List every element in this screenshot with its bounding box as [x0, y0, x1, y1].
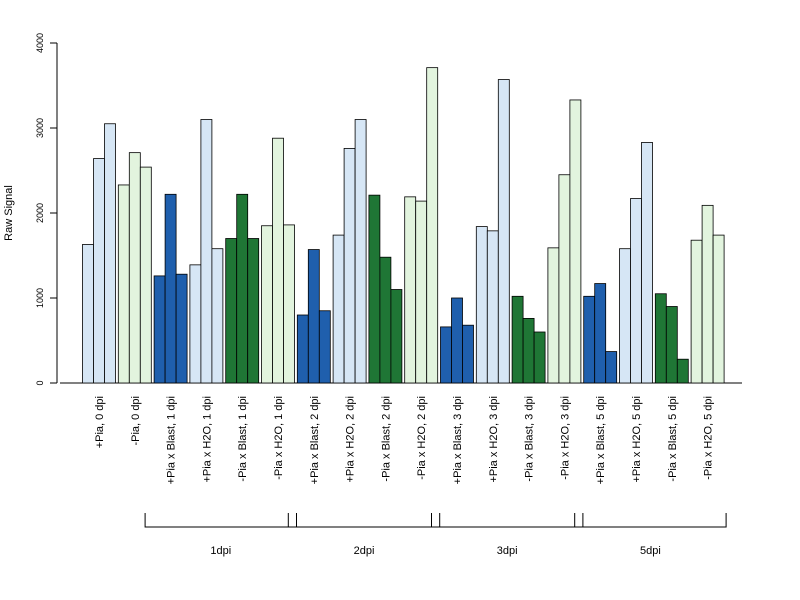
category-label: -Pia x H2O, 2 dpi — [416, 396, 428, 480]
y-axis-title: Raw Signal — [3, 185, 15, 241]
bar — [404, 196, 417, 384]
bar — [619, 248, 631, 384]
category-label: -Pia x H2O, 1 dpi — [273, 396, 285, 480]
bar — [701, 204, 714, 384]
group-bracket — [431, 513, 584, 528]
bar — [343, 147, 356, 384]
category-label: -Pia x Blast, 3 dpi — [524, 396, 536, 482]
bar — [462, 324, 474, 384]
bar — [415, 200, 428, 384]
bar — [594, 283, 607, 384]
bar — [164, 193, 177, 384]
bar — [547, 247, 560, 384]
bar — [307, 249, 320, 384]
bar — [318, 310, 331, 384]
bar — [139, 166, 152, 384]
bar — [558, 174, 571, 384]
y-tick-label: 0 — [35, 380, 45, 385]
category-label: +Pia x Blast, 1 dpi — [166, 396, 178, 484]
bar — [641, 142, 653, 384]
y-tick-label: 2000 — [35, 203, 45, 223]
bar — [261, 225, 273, 384]
bar — [225, 238, 238, 384]
group-bracket — [287, 513, 441, 528]
bar — [368, 194, 381, 384]
bar — [332, 234, 345, 384]
bar — [175, 273, 188, 384]
bar — [426, 67, 439, 384]
bar — [654, 293, 667, 384]
category-label: +Pia x H2O, 1 dpi — [201, 396, 213, 483]
bar — [630, 198, 642, 384]
bar — [511, 295, 524, 384]
bar — [200, 119, 213, 384]
y-tick-label: 1000 — [35, 288, 45, 308]
category-label: +Pia, 0 dpi — [94, 396, 106, 448]
bar — [569, 99, 582, 384]
bar — [522, 317, 535, 384]
category-label: -Pia x H2O, 5 dpi — [703, 396, 715, 480]
bar — [153, 275, 166, 384]
category-label: +Pia x H2O, 5 dpi — [631, 396, 643, 483]
category-label: -Pia x H2O, 3 dpi — [559, 396, 571, 480]
category-label: -Pia x Blast, 5 dpi — [667, 396, 679, 482]
bar — [82, 244, 94, 384]
bar — [272, 137, 284, 384]
bar — [583, 295, 596, 384]
bar — [497, 79, 510, 384]
bar — [475, 226, 488, 384]
bar — [247, 238, 260, 384]
bar — [93, 158, 105, 384]
bar — [189, 264, 202, 384]
category-label: +Pia x Blast, 5 dpi — [595, 396, 607, 484]
bar — [676, 358, 689, 384]
bar — [296, 314, 309, 384]
bar — [665, 306, 678, 384]
category-label: +Pia x H2O, 3 dpi — [488, 396, 500, 483]
category-label: -Pia x Blast, 2 dpi — [380, 396, 392, 482]
bar — [211, 248, 224, 384]
bar — [605, 351, 618, 384]
bar — [712, 234, 725, 384]
bar — [128, 152, 141, 384]
category-label: -Pia x Blast, 1 dpi — [237, 396, 249, 482]
group-label: 1dpi — [210, 545, 231, 557]
group-bracket — [144, 513, 297, 528]
y-tick-label: 4000 — [35, 33, 45, 53]
group-label: 3dpi — [497, 545, 518, 557]
bar — [354, 119, 367, 384]
bar — [283, 224, 295, 384]
bar — [117, 184, 130, 384]
bar — [486, 230, 499, 384]
bar — [440, 326, 452, 384]
category-label: +Pia x Blast, 2 dpi — [309, 396, 321, 484]
bar — [236, 193, 249, 384]
bar — [104, 123, 116, 384]
category-label: +Pia x Blast, 3 dpi — [452, 396, 464, 484]
group-bracket — [574, 513, 727, 528]
bar — [451, 297, 463, 384]
bar — [390, 289, 403, 384]
group-label: 2dpi — [354, 545, 375, 557]
y-tick-label: 3000 — [35, 118, 45, 138]
category-label: +Pia x H2O, 2 dpi — [345, 396, 357, 483]
bar — [533, 331, 546, 384]
bar — [690, 239, 703, 384]
bar — [379, 256, 392, 384]
category-label: -Pia, 0 dpi — [130, 396, 142, 446]
group-label: 5dpi — [640, 545, 661, 557]
